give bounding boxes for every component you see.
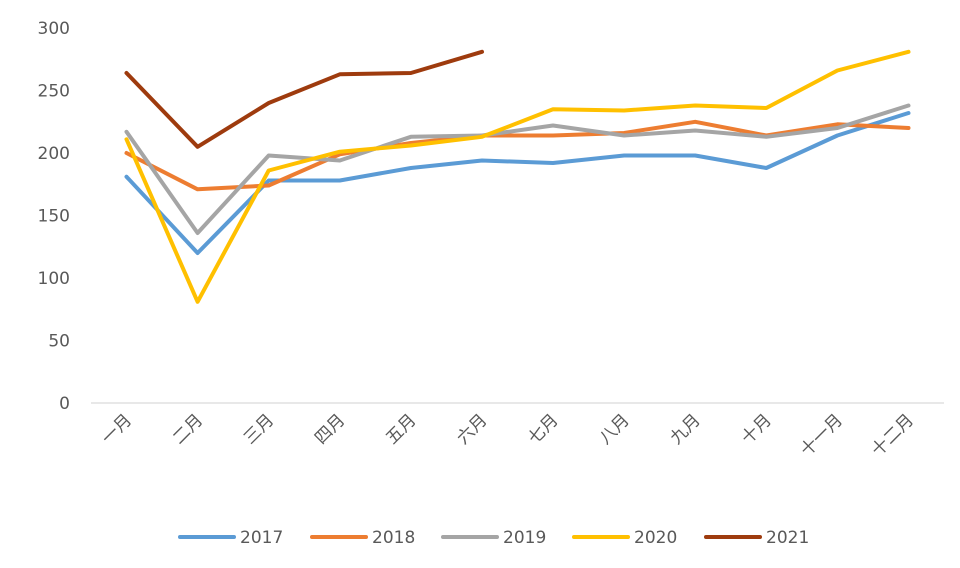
x-tick-label: 十二月 — [868, 410, 918, 460]
x-axis: 一月 二月 三月 四月 五月 六月 七月 八月 九月 十月 十一月 十二月 — [91, 402, 944, 461]
legend-label: 2018 — [372, 528, 415, 548]
legend-label: 2020 — [634, 528, 677, 548]
y-tick-label: 200 — [38, 144, 70, 164]
y-tick-label: 300 — [38, 19, 70, 39]
y-tick-label: 100 — [38, 269, 70, 289]
x-tick-label: 一月 — [98, 410, 136, 448]
x-tick-label: 九月 — [667, 410, 705, 448]
series-line-2021 — [124, 49, 484, 149]
plot-area — [124, 49, 911, 304]
y-tick-label: 250 — [38, 82, 70, 102]
x-tick-label: 八月 — [595, 410, 633, 448]
x-tick-label: 二月 — [169, 410, 207, 448]
legend: 2017 2018 2019 2020 2021 — [178, 528, 809, 548]
x-tick-label: 十月 — [738, 410, 776, 448]
legend-label: 2021 — [766, 528, 809, 548]
x-tick-label: 七月 — [524, 410, 562, 448]
x-tick-label: 三月 — [240, 410, 278, 448]
series-line-2020 — [124, 49, 911, 304]
y-tick-label: 150 — [38, 207, 70, 227]
y-axis: 0 50 100 150 200 250 300 — [38, 19, 70, 414]
legend-label: 2017 — [240, 528, 283, 548]
x-tick-label: 五月 — [382, 410, 420, 448]
y-tick-label: 0 — [59, 394, 70, 414]
series-line-2019 — [124, 103, 911, 235]
y-tick-label: 50 — [48, 332, 70, 352]
x-tick-label: 十一月 — [797, 410, 847, 460]
x-tick-label: 六月 — [453, 410, 491, 448]
x-tick-label: 四月 — [311, 410, 349, 448]
legend-label: 2019 — [503, 528, 546, 548]
